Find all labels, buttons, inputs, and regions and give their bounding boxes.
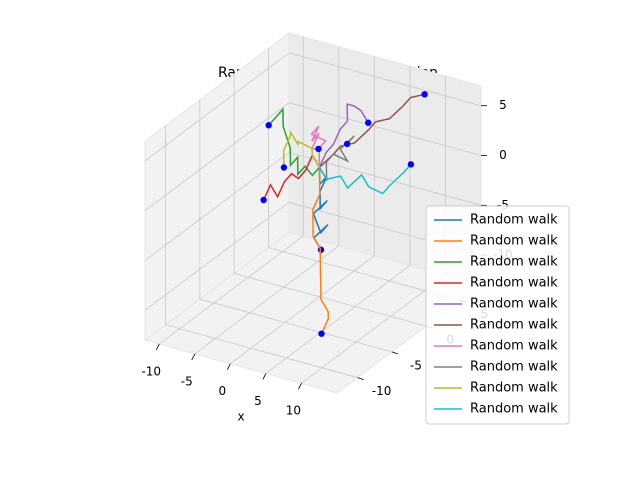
grid-line [301,274,446,384]
x-tick-label: 0 [219,384,227,398]
grid-line [265,265,411,374]
legend-label: Random walk [470,234,558,249]
x-tick-label: 5 [254,394,262,408]
walk-end [365,119,372,126]
walk-line [312,167,330,334]
legend-label: Random walk [470,339,558,354]
legend-label: Random walk [470,381,558,396]
tick-mark [226,363,231,370]
grid-line [144,102,290,212]
tick-mark [155,343,160,351]
walk-line [268,107,321,177]
grid-line [194,245,340,355]
legend-label: Random walk [470,297,558,312]
x-tick-label: -10 [141,365,161,379]
legend-box [425,205,570,425]
walk-line [318,163,412,195]
legend-label: Random walk [470,276,558,291]
tick-mark [262,373,267,380]
walk-end [265,122,272,129]
grid-line [234,272,427,327]
walk-end [280,164,288,171]
grid-line [288,52,482,107]
walk-line [282,130,321,168]
x-tick-label: -5 [181,374,193,388]
grid-line [144,152,290,261]
grid-line [144,202,290,311]
walk-line [318,135,355,183]
grid-line [288,152,482,206]
tick-mark [357,377,364,380]
walk-end [260,196,267,204]
y-tick-label: -10 [372,384,392,398]
z-tick-label: -5 [497,198,509,212]
walk-line [318,103,369,168]
legend: Random walk Random walk Random walk Random … [425,205,570,425]
tick-mark [391,351,398,355]
grid-line [144,52,290,162]
x-axis-label: x [237,410,244,424]
z-tick-label: 5 [499,98,507,112]
tick-mark [191,353,196,361]
grid-line [230,255,375,364]
walk-end [407,161,415,168]
walk-end [315,145,322,153]
walk-end [421,91,428,98]
walk-line [262,153,321,201]
x-tick-label: 10 [286,404,301,418]
walk-end [343,140,351,148]
legend-label: Random walk [470,213,558,228]
legend-label: Random walk [470,255,558,270]
walk-end [318,330,325,337]
walk-line [312,167,329,251]
grid-line [158,235,304,345]
tick-mark [298,383,302,390]
grid-line [199,298,392,353]
legend-label: Random walk [470,318,558,333]
walk-line [318,93,425,168]
grid-line [165,324,358,378]
legend-label: Random walk [470,360,558,375]
legend-label: Random walk [470,402,558,417]
z-tick-label: 0 [499,148,507,162]
y-tick-label: -5 [410,358,422,372]
grid-line [288,102,482,156]
